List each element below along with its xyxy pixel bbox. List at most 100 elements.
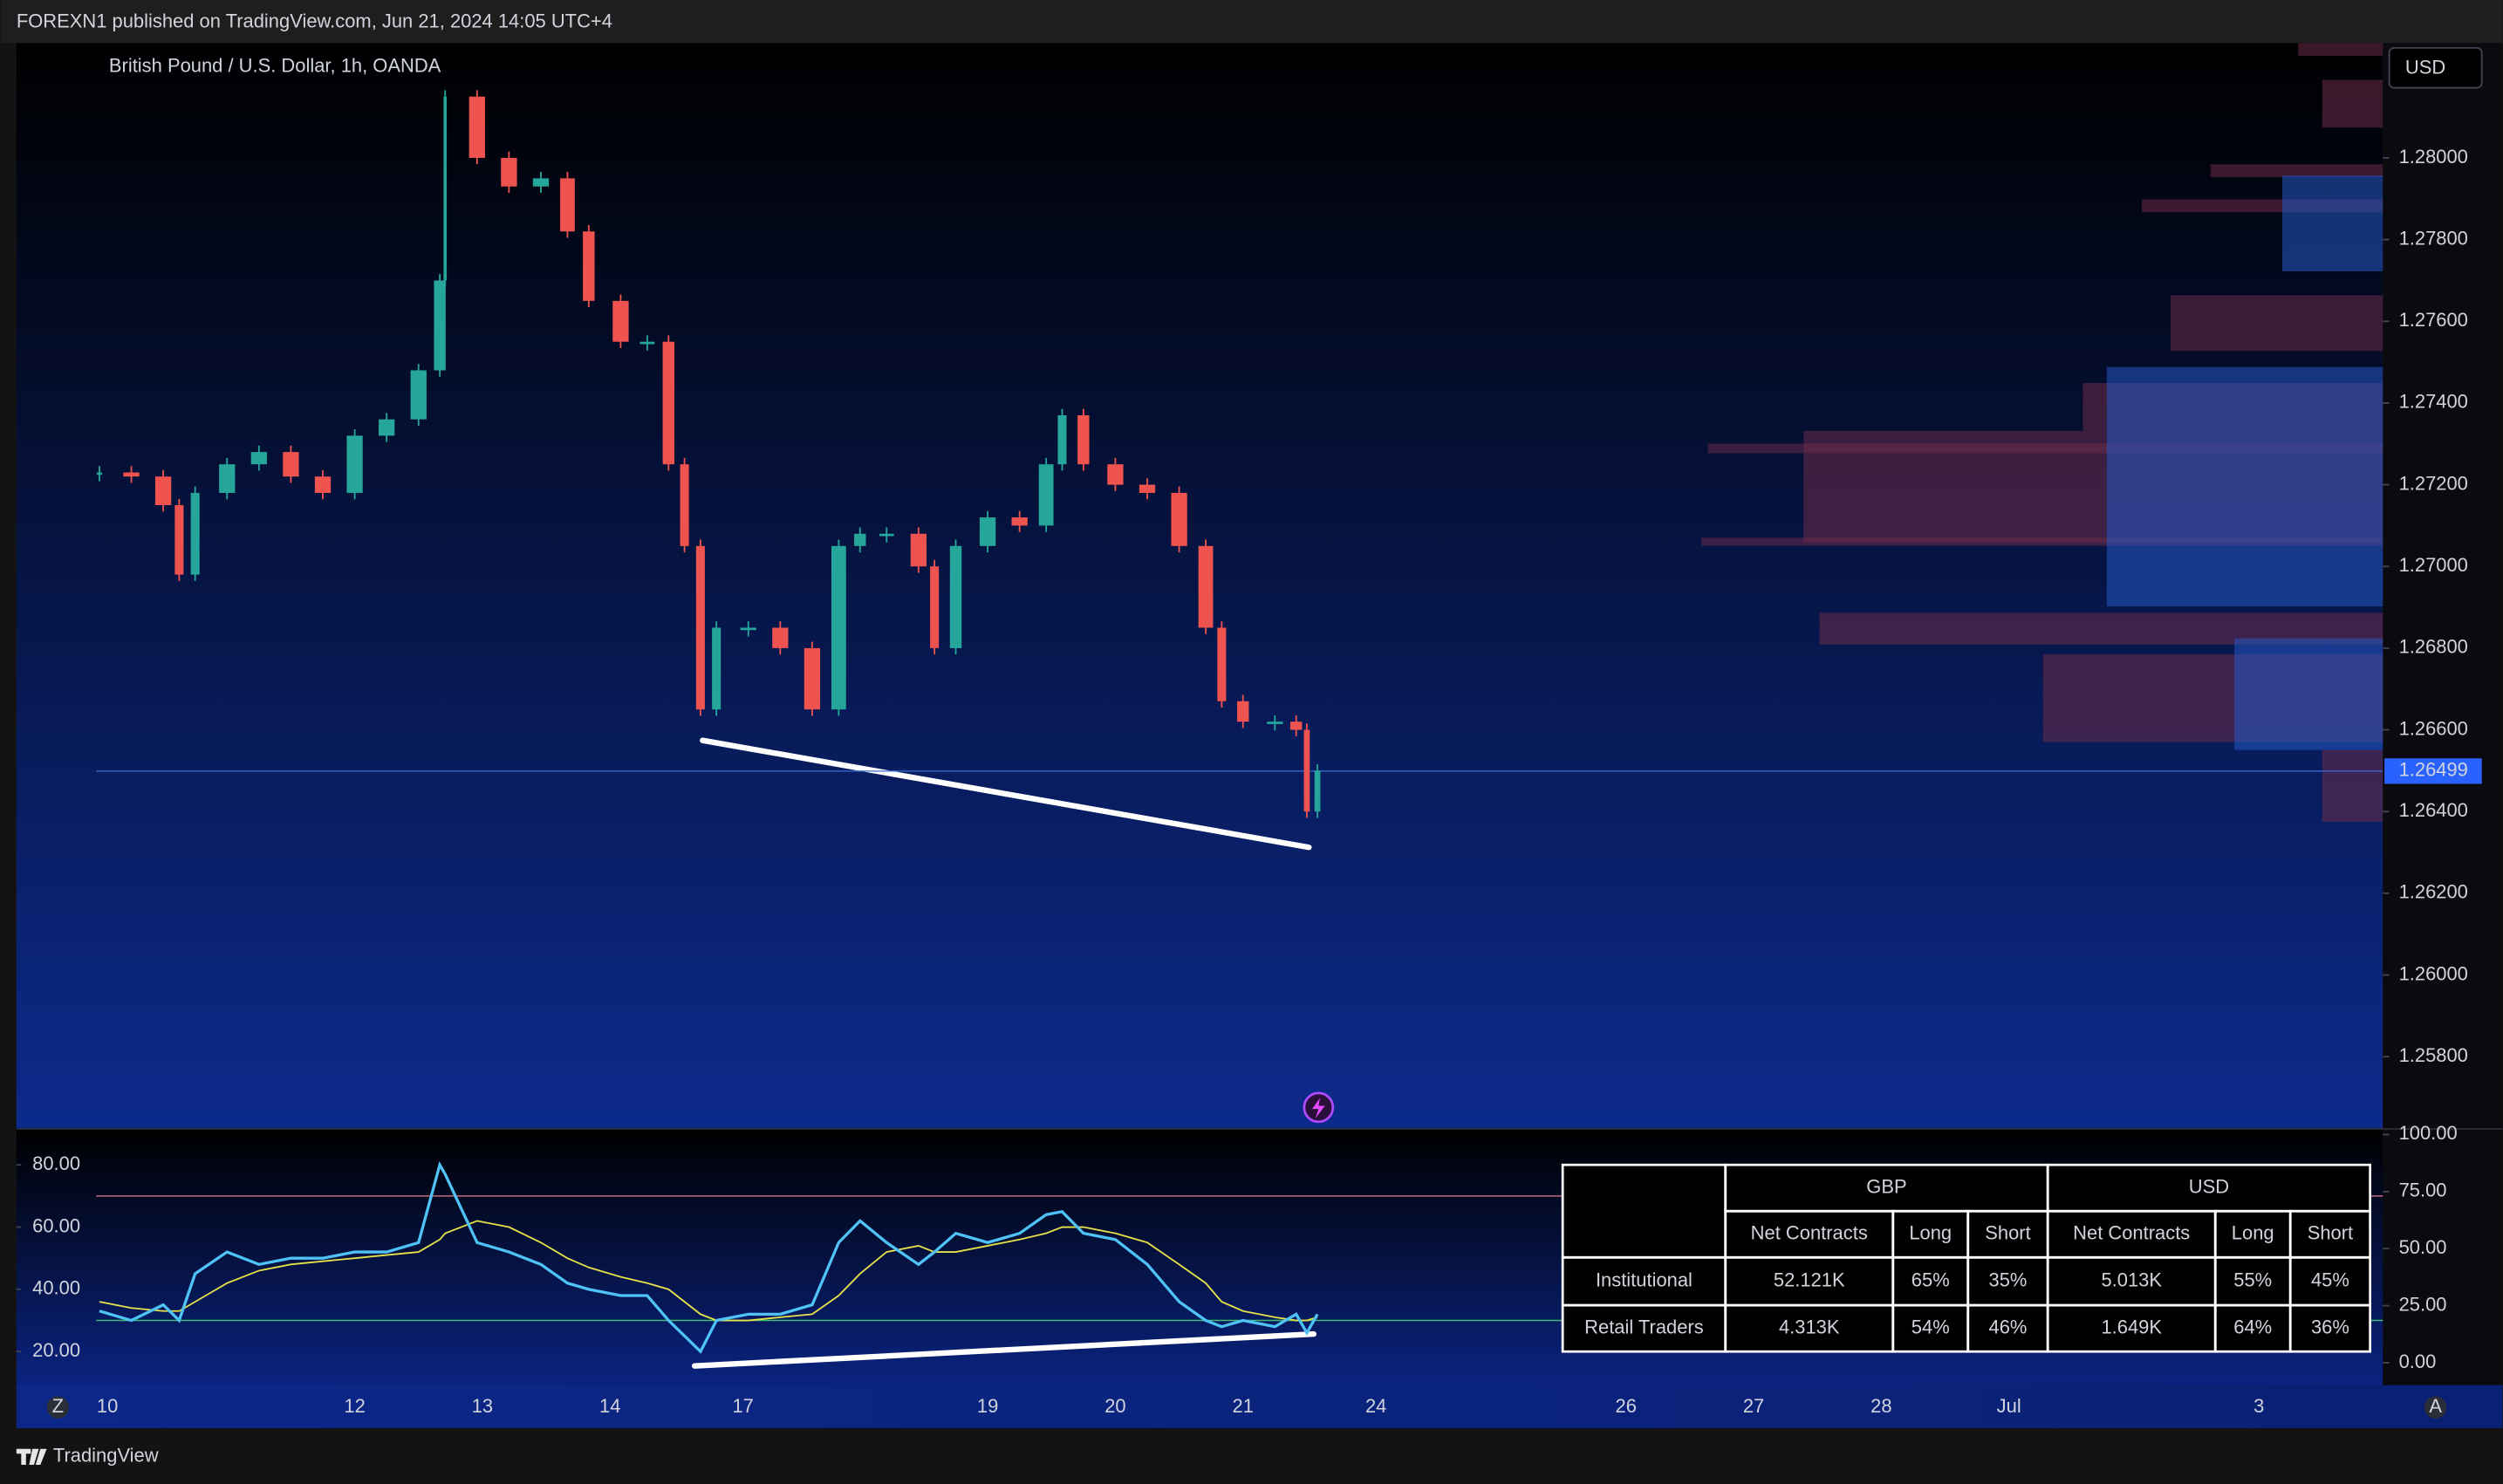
table-group-header: GBP <box>1866 1176 1906 1198</box>
cot-table: GBP USD Net Contracts Long Short Net Contract… <box>1561 1163 2372 1353</box>
price-tick-label: 1.26800 <box>2399 636 2468 658</box>
price-tick-label: 1.27200 <box>2399 472 2468 494</box>
alert-bolt <box>1312 1098 1325 1119</box>
price-tick-label: 1.26200 <box>2399 881 2468 903</box>
candle <box>1011 517 1028 526</box>
time-tick-label: 19 <box>977 1395 998 1417</box>
candle <box>250 452 267 465</box>
price-tick-label: 1.28000 <box>2399 146 2468 168</box>
time-tick-label: 12 <box>344 1395 365 1417</box>
candle <box>930 566 940 648</box>
table-column-header: Net Contracts <box>2073 1222 2190 1244</box>
candle <box>680 464 689 546</box>
candle <box>468 96 485 158</box>
table-column-header: Long <box>2232 1222 2274 1244</box>
candle <box>219 464 236 493</box>
rsi-tick-label: 40.00 <box>32 1277 80 1299</box>
table-value: 35% <box>1989 1269 2028 1291</box>
auto-label[interactable]: A <box>2429 1395 2442 1417</box>
candle <box>879 533 894 537</box>
candle <box>1107 464 1124 485</box>
header-bar <box>0 0 2503 44</box>
candle <box>96 472 102 475</box>
table-value: 64% <box>2233 1316 2272 1337</box>
time-tick-label: 27 <box>1743 1395 1764 1417</box>
table-row-label: Retail Traders <box>1584 1316 1704 1337</box>
table-value: 55% <box>2233 1269 2272 1291</box>
time-tick-label: 14 <box>599 1395 620 1417</box>
candle <box>662 341 674 465</box>
footer-bar <box>0 1427 2503 1484</box>
volume-profile-bar <box>2171 295 2383 352</box>
trendline <box>691 1330 1317 1369</box>
price-tick-label: 1.27000 <box>2399 554 2468 576</box>
volume-profile-bar <box>1701 537 2383 546</box>
time-tick-label: 28 <box>1870 1395 1891 1417</box>
rsi-line <box>99 1160 1319 1354</box>
candle <box>639 341 655 345</box>
candle <box>831 545 846 710</box>
logo <box>16 1448 47 1466</box>
table-value: 45% <box>2311 1269 2349 1291</box>
table-value: 52.121K <box>1774 1269 1845 1291</box>
last-price-label: 1.26499 <box>2399 759 2468 781</box>
zoom-button[interactable] <box>46 1396 70 1419</box>
time-tick-label: 10 <box>97 1395 118 1417</box>
price-tick-label: 1.25800 <box>2399 1044 2468 1066</box>
currency-button[interactable] <box>2388 46 2483 89</box>
volume-profile-bar <box>2234 638 2383 750</box>
candle <box>1303 729 1310 812</box>
time-tick-label: 3 <box>2253 1395 2264 1417</box>
table-value: 65% <box>1911 1269 1950 1291</box>
table-value: 4.313K <box>1779 1316 1840 1337</box>
table-value: 46% <box>1989 1316 2028 1337</box>
volume-profile-bar <box>2322 79 2383 128</box>
price-tick-label: 1.26400 <box>2399 799 2468 821</box>
candle <box>612 300 629 342</box>
price-tick-label: 1.27600 <box>2399 309 2468 331</box>
candle <box>979 517 996 546</box>
volume-profile-bar <box>2298 43 2383 57</box>
price-tick-label: 1.27400 <box>2399 391 2468 413</box>
trendline <box>700 737 1312 851</box>
time-tick-label: 21 <box>1233 1395 1254 1417</box>
rsi-y2-tick-label: 50.00 <box>2399 1236 2447 1258</box>
candle <box>804 647 821 710</box>
zoom-label[interactable]: Z <box>52 1395 64 1417</box>
candle <box>190 492 200 575</box>
volume-profile-bar <box>2282 175 2383 271</box>
candle <box>1057 414 1067 465</box>
volume-profile-bar <box>2106 366 2383 607</box>
rsi-tick-label: 80.00 <box>32 1152 80 1174</box>
candle <box>1171 492 1187 546</box>
candle <box>854 533 866 546</box>
auto-button[interactable] <box>2424 1396 2447 1419</box>
candle <box>123 472 140 477</box>
candle <box>1038 464 1054 526</box>
candle <box>910 533 927 567</box>
last-price-box <box>2384 758 2482 784</box>
candle <box>1217 627 1227 701</box>
table-value: 5.013K <box>2101 1269 2162 1291</box>
candle <box>1314 770 1321 812</box>
symbol-title: British Pound / U.S. Dollar, 1h, OANDA <box>109 55 441 77</box>
time-tick-label: 20 <box>1104 1395 1125 1417</box>
table-column-header: Net Contracts <box>1751 1222 1868 1244</box>
price-axis <box>2383 43 2503 1385</box>
rsi-tick-label: 60.00 <box>32 1214 80 1236</box>
candle <box>772 627 789 648</box>
candle <box>314 476 332 493</box>
candle <box>501 157 517 187</box>
candle <box>740 627 756 631</box>
rsi-y2-tick-label: 0.00 <box>2399 1351 2437 1372</box>
candle <box>1198 545 1214 628</box>
volume-profile-bar <box>2210 164 2383 178</box>
currency-label[interactable]: USD <box>2405 56 2445 78</box>
candle <box>154 476 172 506</box>
candle <box>410 370 427 420</box>
candle <box>695 545 705 710</box>
footer-text: TradingView <box>53 1445 159 1467</box>
candle <box>712 627 721 710</box>
time-tick-label: 17 <box>732 1395 753 1417</box>
